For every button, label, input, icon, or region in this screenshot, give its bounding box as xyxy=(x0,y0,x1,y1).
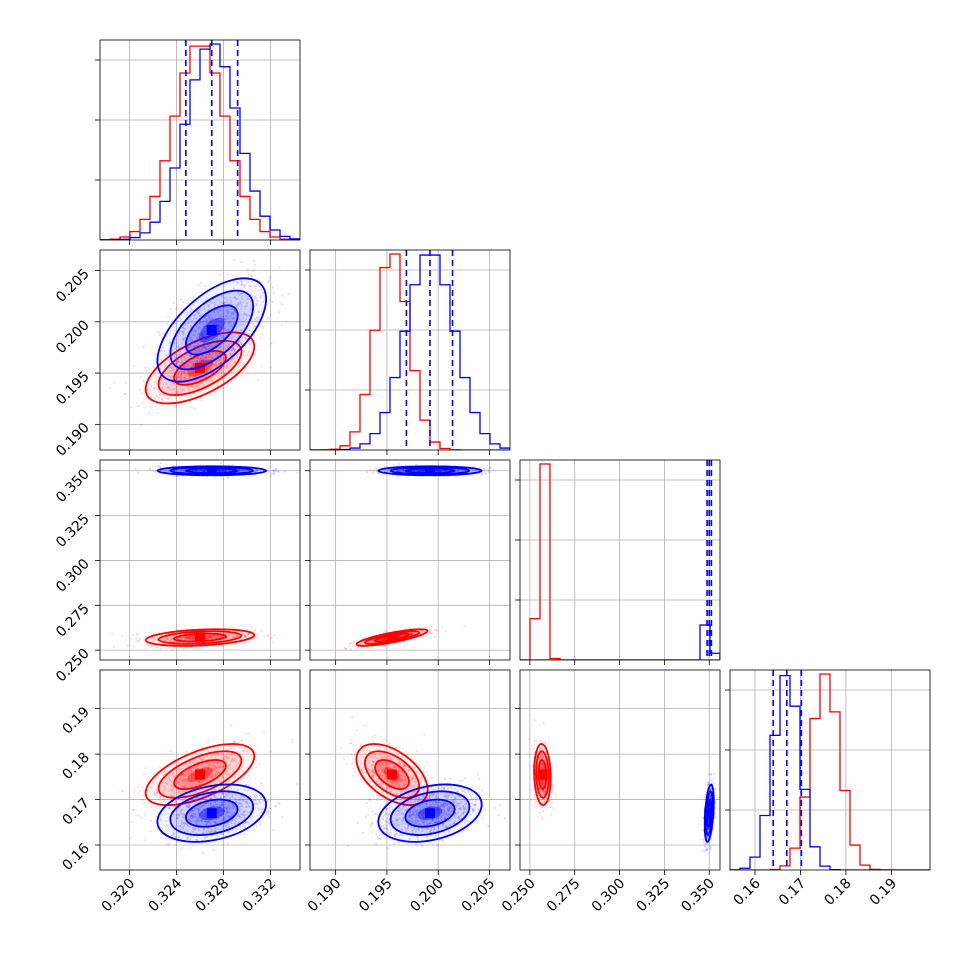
grid-lines xyxy=(520,670,720,870)
histogram-series-1 xyxy=(730,674,930,870)
y-tick-label: 0.17 xyxy=(59,795,92,828)
grid-lines xyxy=(100,250,300,450)
density-peak xyxy=(425,465,435,476)
scatter-panel-1-2 xyxy=(305,459,511,665)
y-tick-label: 0.18 xyxy=(59,750,92,783)
y-tick-label: 0.19 xyxy=(59,704,92,737)
histogram-panel-3: 0.16 0.17 0.18 0.19 xyxy=(725,669,931,909)
density-peak xyxy=(195,769,205,780)
axes-frame xyxy=(519,669,721,871)
x-tick-label: 0.18 xyxy=(821,876,854,909)
y-tick-label: 0.195 xyxy=(53,369,93,409)
scatter-panel-0-1: 0.190 0.195 0.200 0.205 xyxy=(53,249,301,460)
density-peak xyxy=(195,362,205,373)
histogram-panel-1 xyxy=(305,249,511,455)
x-tick-label: 0.324 xyxy=(146,875,186,915)
density-peak xyxy=(704,808,715,819)
axes-frame xyxy=(729,669,931,871)
grid-lines xyxy=(310,250,510,450)
y-tick-label: 0.325 xyxy=(53,511,93,551)
y-tick-label: 0.250 xyxy=(53,646,93,686)
axes-frame xyxy=(99,39,301,241)
histogram-panel-0 xyxy=(95,39,301,245)
histogram-series-1 xyxy=(100,43,300,240)
grid-lines xyxy=(100,460,300,660)
x-tick-label: 0.350 xyxy=(678,876,718,916)
y-tick-label: 0.205 xyxy=(53,266,93,306)
y-tick-label: 0.190 xyxy=(53,420,93,460)
y-tick-label: 0.300 xyxy=(53,556,93,596)
histogram-series-0 xyxy=(520,463,720,660)
x-tick-label: 0.205 xyxy=(459,876,499,916)
y-tick-label: 0.16 xyxy=(59,840,92,873)
scatter-panel-0-2: 0.250 0.275 0.300 0.325 0.350 xyxy=(53,459,301,686)
axes-frame xyxy=(99,669,301,871)
density-peak xyxy=(387,769,398,780)
grid-lines xyxy=(310,460,510,660)
x-tick-label: 0.200 xyxy=(407,876,447,916)
y-tick-label: 0.200 xyxy=(53,317,93,357)
histogram-panel-2 xyxy=(515,459,721,665)
x-tick-label: 0.17 xyxy=(776,876,809,909)
x-tick-label: 0.300 xyxy=(589,876,629,916)
histogram-series-1 xyxy=(520,624,720,660)
x-tick-label: 0.190 xyxy=(305,876,345,916)
density-peak xyxy=(195,632,205,643)
x-tick-label: 0.16 xyxy=(730,875,763,908)
x-tick-label: 0.195 xyxy=(356,876,396,916)
x-tick-label: 0.19 xyxy=(867,876,900,909)
histogram-series-0 xyxy=(100,45,300,240)
axes-frame xyxy=(309,669,511,871)
x-tick-label: 0.275 xyxy=(544,876,584,916)
x-tick-label: 0.328 xyxy=(193,876,233,916)
y-tick-label: 0.275 xyxy=(53,601,93,641)
scatter-panel-2-3: 0.250 0.275 0.300 0.325 0.350 xyxy=(499,669,721,916)
density-peak xyxy=(206,465,217,476)
axes-frame xyxy=(99,249,301,451)
scatter-panel-1-3: 0.190 0.195 0.200 0.205 xyxy=(305,669,511,916)
axes-frame xyxy=(519,459,721,661)
x-tick-label: 0.250 xyxy=(499,876,539,916)
x-tick-label: 0.320 xyxy=(99,876,139,916)
density-peak xyxy=(425,808,435,819)
axes-frame xyxy=(309,459,511,661)
y-tick-label: 0.350 xyxy=(53,466,93,506)
grid-lines xyxy=(100,670,300,870)
density-peak xyxy=(206,325,217,335)
x-tick-label: 0.332 xyxy=(240,876,280,916)
density-peak xyxy=(537,769,548,780)
axes-frame xyxy=(309,249,511,451)
grid-lines xyxy=(310,670,510,870)
axes-frame xyxy=(99,459,301,661)
scatter-panel-0-3: 0.320 0.324 0.328 0.332 0.16 0.17 0.18 0.19 xyxy=(59,669,301,916)
density-peak xyxy=(206,808,217,819)
x-tick-label: 0.325 xyxy=(634,876,674,916)
density-peak xyxy=(387,632,398,643)
